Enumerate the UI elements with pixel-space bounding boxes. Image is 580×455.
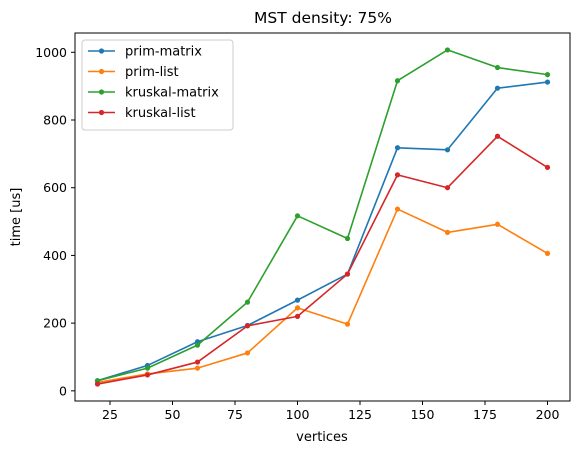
plot-area xyxy=(94,47,551,387)
data-point-prim-list xyxy=(294,305,301,311)
legend-marker xyxy=(98,48,105,54)
y-tick-label: 0 xyxy=(59,383,67,398)
data-point-prim-list xyxy=(544,250,551,256)
legend-label: kruskal-list xyxy=(125,106,196,121)
data-point-prim-matrix xyxy=(294,297,301,303)
data-point-prim-list xyxy=(394,206,401,212)
data-point-kruskal-matrix xyxy=(544,72,551,78)
legend-label: prim-matrix xyxy=(125,45,202,60)
x-axis-label: vertices xyxy=(296,430,348,445)
data-point-kruskal-matrix xyxy=(394,78,401,84)
legend-label: prim-list xyxy=(125,65,179,80)
data-point-kruskal-list xyxy=(94,381,101,387)
legend-item: prim-matrix xyxy=(88,45,202,60)
data-point-kruskal-matrix xyxy=(494,64,501,71)
legend-item: kruskal-list xyxy=(88,106,196,121)
legend-item: prim-list xyxy=(88,65,179,80)
data-point-kruskal-list xyxy=(344,271,351,277)
data-point-kruskal-list xyxy=(544,164,551,171)
legend-label: kruskal-matrix xyxy=(125,86,219,101)
x-tick-label: 150 xyxy=(411,407,435,422)
y-tick-label: 800 xyxy=(43,113,67,128)
data-point-prim-matrix xyxy=(394,145,401,151)
data-point-prim-matrix xyxy=(544,79,551,85)
data-point-kruskal-list xyxy=(444,185,451,191)
data-point-kruskal-matrix xyxy=(194,342,201,348)
legend-box xyxy=(81,39,234,131)
data-point-prim-list xyxy=(194,365,201,371)
data-point-kruskal-matrix xyxy=(444,47,451,53)
series-line-kruskal-list xyxy=(97,135,548,385)
x-axis: 25 50 75 100 125 150 175 200 xyxy=(102,401,559,422)
legend-marker xyxy=(98,109,105,116)
y-tick-label: 400 xyxy=(43,248,67,263)
y-tick-label: 1000 xyxy=(35,45,67,60)
x-tick-label: 100 xyxy=(286,407,310,422)
y-tick-label: 600 xyxy=(43,180,67,195)
x-tick-label: 125 xyxy=(348,407,372,422)
data-point-prim-list xyxy=(444,229,451,236)
series-kruskal-list xyxy=(94,133,551,387)
data-point-kruskal-matrix xyxy=(344,235,351,242)
legend-marker xyxy=(98,68,105,75)
data-point-kruskal-list xyxy=(494,133,501,139)
x-tick-label: 50 xyxy=(165,407,181,422)
y-tick-label: 200 xyxy=(43,316,67,331)
chart-title: MST density: 75% xyxy=(254,9,392,27)
data-point-kruskal-matrix xyxy=(244,299,251,305)
legend-marker xyxy=(98,89,105,95)
data-point-prim-list xyxy=(344,321,351,327)
y-axis-label: time [us] xyxy=(9,188,24,247)
data-point-kruskal-list xyxy=(194,359,201,365)
data-point-kruskal-list xyxy=(294,313,301,319)
series-line-kruskal-matrix xyxy=(97,49,548,382)
data-point-kruskal-list xyxy=(244,323,251,329)
y-axis: 0 200 400 600 800 1000 xyxy=(35,45,75,398)
data-point-kruskal-list xyxy=(394,172,401,178)
data-point-kruskal-list xyxy=(144,372,151,378)
x-tick-label: 75 xyxy=(227,407,243,422)
data-point-kruskal-matrix xyxy=(294,213,301,219)
data-point-prim-matrix xyxy=(494,85,501,91)
legend-item: kruskal-matrix xyxy=(88,86,219,101)
data-point-prim-list xyxy=(494,221,501,227)
series-line-prim-matrix xyxy=(97,81,548,382)
plot-frame xyxy=(74,32,571,402)
data-point-kruskal-matrix xyxy=(144,365,151,371)
data-point-prim-list xyxy=(244,350,251,356)
legend: prim-matrix prim-list kruskal-matrix kruska… xyxy=(81,39,234,131)
data-point-prim-matrix xyxy=(444,147,451,153)
x-tick-label: 175 xyxy=(473,407,497,422)
x-tick-label: 200 xyxy=(536,407,560,422)
series-line-prim-list xyxy=(97,208,548,384)
x-tick-label: 25 xyxy=(102,407,118,422)
